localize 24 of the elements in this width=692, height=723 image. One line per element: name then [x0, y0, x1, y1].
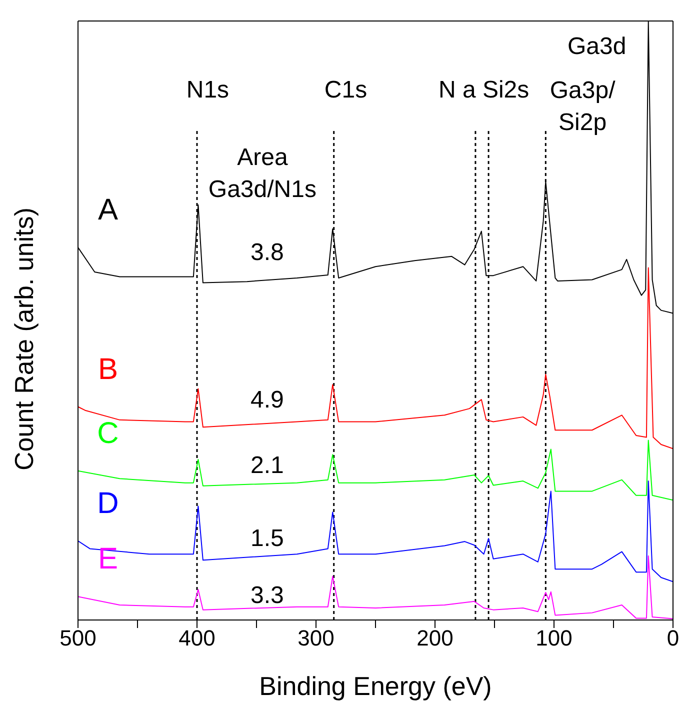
annotation: 1.5: [250, 524, 284, 552]
series-label: D: [97, 486, 119, 520]
x-tick-label: 500: [60, 626, 96, 651]
y-axis-title: Count Rate (arb. units): [9, 207, 40, 470]
series-label: C: [97, 416, 119, 450]
x-tick-label: 400: [178, 626, 216, 651]
annotation: 3.8: [250, 238, 284, 266]
annotation: N a Si2s: [438, 76, 530, 103]
annotation: 2.1: [250, 451, 284, 478]
x-tick-label: 0: [666, 626, 680, 651]
annotation: N1s: [186, 76, 230, 103]
x-tick-label: 200: [416, 626, 454, 651]
x-tick-label: 100: [536, 626, 572, 651]
annotation: 3.3: [250, 581, 284, 608]
annotation: Ga3p/ Si2p: [550, 76, 616, 136]
annotation: 4.9: [250, 386, 284, 414]
annotation: C1s: [324, 76, 368, 103]
series-label: B: [98, 352, 118, 386]
x-tick-label: 300: [298, 626, 334, 651]
series-label: A: [98, 193, 118, 226]
annotation: Ga3d: [567, 32, 626, 60]
series-label: E: [98, 542, 118, 576]
annotation: Area Ga3d/N1s: [208, 144, 316, 203]
x-axis-title: Binding Energy (eV): [259, 671, 492, 701]
